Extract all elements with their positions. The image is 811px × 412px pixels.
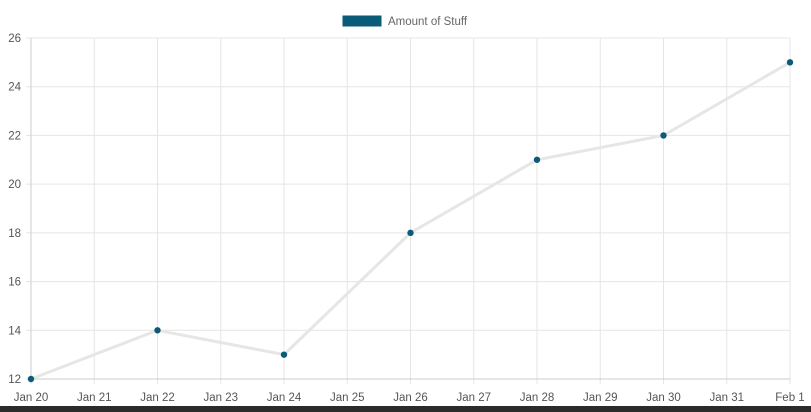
x-tick-label: Jan 26 xyxy=(393,392,428,404)
y-tick-label: 22 xyxy=(8,130,21,142)
y-tick-label: 26 xyxy=(8,33,21,45)
y-tick-label: 16 xyxy=(8,277,21,289)
y-tick-label: 24 xyxy=(8,82,21,94)
x-tick-label: Jan 24 xyxy=(267,392,302,404)
data-point[interactable] xyxy=(660,132,667,139)
data-point[interactable] xyxy=(280,351,288,358)
bottom-bar xyxy=(0,406,811,412)
legend-swatch[interactable] xyxy=(341,14,383,28)
x-tick-label: Feb 1 xyxy=(775,392,804,404)
x-tick-label: Jan 28 xyxy=(520,392,555,404)
data-point[interactable] xyxy=(27,375,35,383)
x-tick-label: Jan 27 xyxy=(456,392,491,404)
x-tick-label: Jan 31 xyxy=(709,392,744,404)
x-tick-label: Jan 23 xyxy=(203,392,238,404)
y-tick-label: 12 xyxy=(8,374,21,386)
x-tick-label: Jan 25 xyxy=(330,392,365,404)
x-axis: Jan 20 Jan 21 Jan 22 Jan 23 Jan 24 Jan 25 Jan … xyxy=(14,378,805,404)
legend-label[interactable]: Amount of Stuff xyxy=(388,16,468,28)
y-axis: 26 24 22 20 18 16 14 12 xyxy=(8,33,32,386)
data-point[interactable] xyxy=(533,156,541,163)
x-tick-label: Jan 22 xyxy=(140,392,175,404)
y-tick-label: 14 xyxy=(8,325,21,337)
x-tick-label: Jan 21 xyxy=(77,392,112,404)
legend[interactable]: Amount of Stuff xyxy=(341,14,468,28)
x-tick-label: Jan 20 xyxy=(14,392,49,404)
x-tick-label: Jan 30 xyxy=(646,392,681,404)
data-point[interactable] xyxy=(154,327,161,334)
y-tick-label: 18 xyxy=(8,228,21,240)
y-tick-label: 20 xyxy=(8,179,21,191)
grid xyxy=(30,37,791,380)
data-point[interactable] xyxy=(786,59,794,66)
x-tick-label: Jan 29 xyxy=(583,392,618,404)
series-group xyxy=(27,59,794,383)
data-point[interactable] xyxy=(407,229,414,237)
